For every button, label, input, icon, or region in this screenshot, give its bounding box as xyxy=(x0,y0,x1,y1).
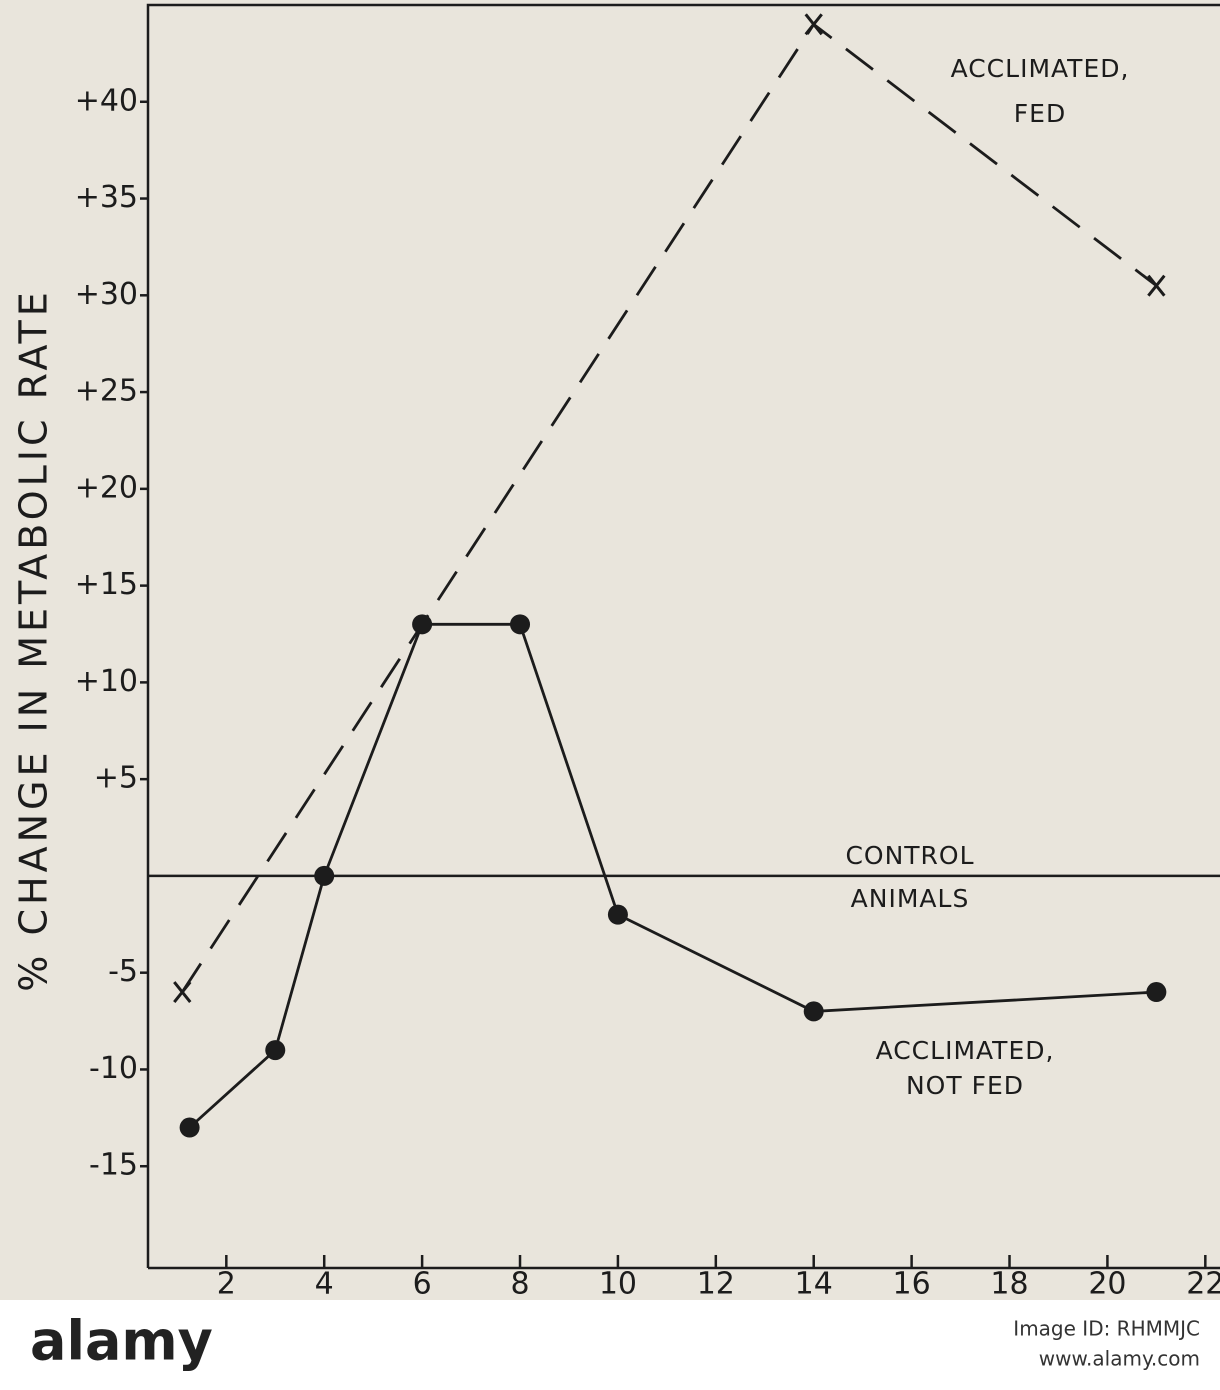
y-tick-label: +20 xyxy=(75,470,138,505)
series-line xyxy=(181,22,1158,993)
annotation: CONTROL xyxy=(845,841,974,870)
series-line xyxy=(188,622,1157,1129)
y-tick-label: -15 xyxy=(89,1148,138,1183)
data-point xyxy=(804,13,823,36)
annotation: FED xyxy=(1014,99,1066,128)
y-axis-label: % CHANGE IN METABOLIC RATE xyxy=(12,288,56,991)
annotation: ANIMALS xyxy=(851,884,970,913)
x-tick-label: 14 xyxy=(795,1267,833,1302)
x-tick-label: 22 xyxy=(1186,1267,1220,1302)
x-tick-label: 4 xyxy=(315,1267,334,1302)
y-tick-label: +10 xyxy=(75,664,138,699)
y-tick-label: +30 xyxy=(75,277,138,312)
data-point xyxy=(510,614,531,635)
data-point xyxy=(412,614,433,635)
data-point xyxy=(803,1001,824,1022)
y-tick-label: -10 xyxy=(89,1051,138,1086)
data-point xyxy=(1146,982,1167,1003)
y-tick-label: -5 xyxy=(108,954,138,989)
url: www.alamy.com xyxy=(1039,1347,1200,1371)
x-tick-label: 2 xyxy=(217,1267,236,1302)
data-point xyxy=(607,904,628,925)
y-tick-label: +35 xyxy=(75,180,138,215)
watermark-banner: alamy Image ID: RHMMJC www.alamy.com xyxy=(0,1300,1220,1390)
x-tick-label: 20 xyxy=(1088,1267,1126,1302)
data-point xyxy=(265,1040,286,1061)
image-id: Image ID: RHMMJC xyxy=(1013,1317,1200,1341)
y-tick-label: +25 xyxy=(75,374,138,409)
banner-bg xyxy=(0,1300,1220,1390)
annotation: ACCLIMATED, xyxy=(951,54,1130,83)
data-point xyxy=(314,865,335,886)
x-tick-label: 8 xyxy=(510,1267,529,1302)
y-tick-label: +5 xyxy=(94,761,138,796)
x-tick-label: 12 xyxy=(697,1267,735,1302)
x-tick-label: 6 xyxy=(413,1267,432,1302)
y-tick-label: +40 xyxy=(75,83,138,118)
logo: alamy xyxy=(30,1310,213,1373)
x-tick-label: 16 xyxy=(893,1267,931,1302)
axis-frame xyxy=(146,3,1220,1270)
annotation: ACCLIMATED, xyxy=(876,1036,1055,1065)
data-point xyxy=(173,981,192,1003)
data-point xyxy=(1147,274,1166,297)
x-tick-label: 18 xyxy=(990,1267,1028,1302)
data-point xyxy=(179,1117,200,1138)
x-tick-label: 10 xyxy=(599,1267,637,1302)
y-tick-label: +15 xyxy=(75,567,138,602)
annotation: NOT FED xyxy=(906,1071,1024,1100)
